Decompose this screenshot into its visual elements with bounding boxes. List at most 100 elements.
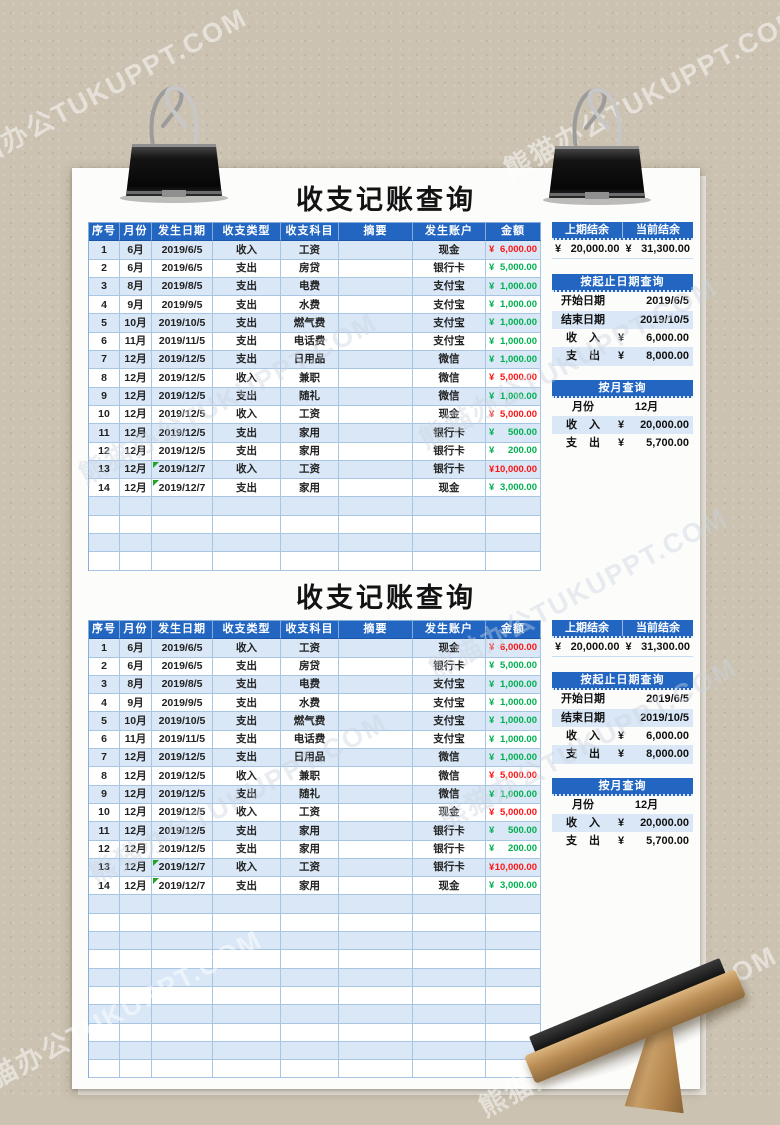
cell-empty (152, 1041, 213, 1061)
cell-empty (339, 1041, 413, 1061)
cell-account: 支付宝 (413, 296, 486, 315)
cell-subject: 家用 (281, 442, 339, 461)
cell-empty (486, 1005, 541, 1024)
cell-no: 2 (89, 657, 120, 676)
col-header-type: 收支类型 (213, 223, 281, 242)
cell-empty (281, 932, 339, 951)
cell-empty (213, 895, 281, 914)
prev-balance-value: ¥20,000.00 (552, 240, 623, 259)
cell-empty (152, 895, 213, 914)
cell-month: 12月 (120, 785, 152, 804)
cell-type: 支出 (213, 657, 281, 676)
cell-no: 12 (89, 840, 120, 859)
cell-empty (281, 895, 339, 914)
cell-summary (339, 803, 413, 823)
cell-date: 2019/8/5 (152, 675, 213, 695)
cell-empty (89, 1041, 120, 1061)
cell-empty (339, 1060, 413, 1079)
cell-empty (89, 1060, 120, 1079)
cell-empty (339, 913, 413, 933)
cell-account: 银行卡 (413, 424, 486, 443)
cell-type: 支出 (213, 332, 281, 352)
col-header-amount: 金额 (486, 621, 541, 640)
cell-date: 2019/12/5 (152, 369, 213, 388)
col-header-no: 序号 (89, 621, 120, 640)
cell-subject: 工资 (281, 241, 339, 260)
cell-month: 12月 (120, 803, 152, 823)
cell-no: 14 (89, 877, 120, 896)
cell-empty (339, 534, 413, 553)
cell-summary (339, 424, 413, 443)
currency-symbol: ¥ (618, 817, 625, 830)
cell-summary (339, 657, 413, 676)
cell-type: 支出 (213, 749, 281, 768)
cell-account: 银行卡 (413, 460, 486, 480)
cell-amount: ¥1,000.00 (486, 351, 541, 370)
balance-values-row: ¥20,000.00 ¥31,300.00 (552, 240, 693, 259)
currency-symbol: ¥ (618, 437, 625, 450)
expense-label: 支 出 (565, 835, 601, 848)
cell-empty (339, 1005, 413, 1024)
col-header-subject: 收支科目 (281, 223, 339, 242)
cell-date: 2019/12/7 (152, 460, 213, 480)
cell-empty (339, 968, 413, 987)
cell-summary (339, 479, 413, 498)
cell-empty (152, 534, 213, 553)
cell-empty (213, 515, 281, 535)
cell-account: 现金 (413, 639, 486, 658)
cell-empty (152, 515, 213, 535)
cell-empty (120, 1005, 152, 1024)
cell-empty (339, 932, 413, 951)
cell-empty (120, 895, 152, 914)
binder-clip-left (120, 85, 228, 203)
cell-date: 2019/11/5 (152, 730, 213, 750)
cell-account: 现金 (413, 803, 486, 823)
balance-values-row: ¥20,000.00 ¥31,300.00 (552, 638, 693, 657)
cell-empty (281, 1005, 339, 1024)
col-header-summary: 摘要 (339, 223, 413, 242)
cell-empty (413, 497, 486, 516)
cell-account: 支付宝 (413, 277, 486, 297)
start-date-label: 开始日期 (561, 693, 605, 706)
cell-empty (213, 497, 281, 516)
col-header-account: 发生账户 (413, 621, 486, 640)
end-date-value: 2019/10/5 (640, 711, 689, 724)
cell-amount: ¥500.00 (486, 424, 541, 443)
date-query-expense-value: ¥8,000.00 (614, 745, 693, 763)
cell-month: 12月 (120, 858, 152, 878)
cell-account: 支付宝 (413, 314, 486, 333)
cell-empty (413, 1005, 486, 1024)
cell-empty (413, 968, 486, 987)
cell-amount: ¥1,000.00 (486, 694, 541, 713)
cell-no: 1 (89, 241, 120, 260)
cell-empty (413, 950, 486, 969)
month-value: 12月 (634, 798, 659, 811)
date-query-expense-row: 支 出 ¥8,000.00 (552, 347, 693, 366)
cell-empty (213, 986, 281, 1006)
cell-no: 6 (89, 332, 120, 352)
cell-month: 10月 (120, 712, 152, 731)
start-date-row: 开始日期 2019/6/5 (552, 690, 693, 708)
cell-no: 7 (89, 351, 120, 370)
date-query-title: 按起止日期查询 (552, 672, 693, 691)
expense-label: 支 出 (565, 350, 601, 363)
cell-type: 支出 (213, 479, 281, 498)
cell-empty (120, 986, 152, 1006)
cell-empty (339, 497, 413, 516)
month-label: 月份 (572, 400, 594, 413)
cell-summary (339, 351, 413, 370)
cell-account: 支付宝 (413, 332, 486, 352)
month-row: 月份 12月 (552, 796, 693, 814)
cell-empty (281, 515, 339, 535)
cell-month: 6月 (120, 639, 152, 658)
cell-amount: ¥1,000.00 (486, 675, 541, 695)
cell-amount: ¥1,000.00 (486, 749, 541, 768)
cell-empty (120, 913, 152, 933)
cell-empty (152, 913, 213, 933)
cell-type: 支出 (213, 785, 281, 804)
cell-empty (486, 950, 541, 969)
cell-amount: ¥1,000.00 (486, 387, 541, 406)
month-query-income-value: ¥20,000.00 (614, 814, 693, 832)
date-query-title: 按起止日期查询 (552, 274, 693, 293)
cell-no: 13 (89, 460, 120, 480)
